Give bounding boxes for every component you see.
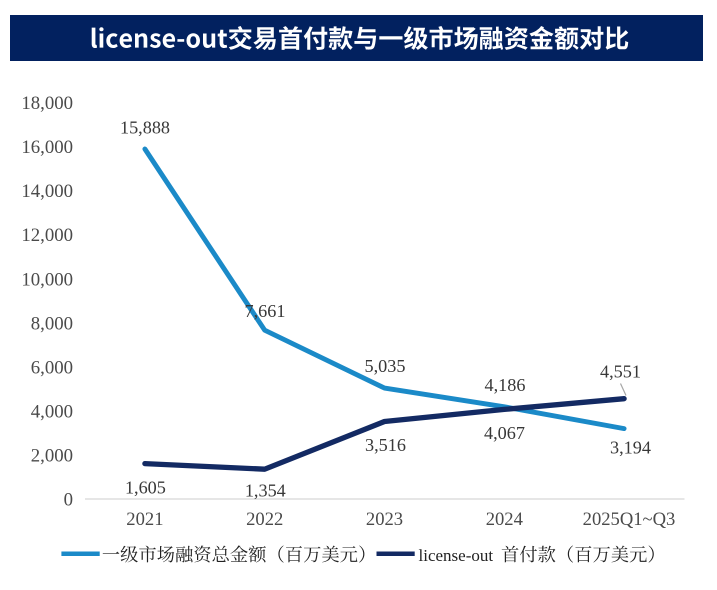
- svg-text:8,000: 8,000: [31, 313, 73, 334]
- svg-text:4,067: 4,067: [484, 423, 525, 443]
- svg-text:2,000: 2,000: [31, 446, 73, 467]
- svg-text:2024: 2024: [486, 509, 523, 530]
- svg-text:5,035: 5,035: [365, 356, 406, 376]
- svg-text:license-out: license-out: [419, 546, 498, 565]
- svg-text:16,000: 16,000: [21, 137, 73, 158]
- svg-text:2022: 2022: [246, 509, 283, 530]
- svg-text:6,000: 6,000: [31, 357, 73, 378]
- svg-text:10,000: 10,000: [21, 269, 73, 290]
- svg-text:1,605: 1,605: [125, 477, 166, 497]
- svg-text:2021: 2021: [126, 509, 163, 530]
- svg-text:12,000: 12,000: [21, 225, 73, 246]
- svg-text:15,888: 15,888: [120, 118, 170, 138]
- svg-text:7,661: 7,661: [245, 301, 286, 321]
- svg-text:14,000: 14,000: [21, 181, 73, 202]
- svg-text:4,186: 4,186: [485, 375, 526, 395]
- svg-text:3,516: 3,516: [365, 435, 406, 455]
- svg-text:0: 0: [64, 490, 73, 511]
- svg-text:2023: 2023: [366, 509, 403, 530]
- svg-text:4,551: 4,551: [600, 362, 641, 382]
- svg-text:18,000: 18,000: [21, 93, 73, 114]
- svg-text:2025Q1~Q3: 2025Q1~Q3: [583, 509, 676, 530]
- svg-text:1,354: 1,354: [245, 480, 286, 500]
- svg-text:4,000: 4,000: [31, 402, 73, 423]
- svg-text:3,194: 3,194: [610, 437, 651, 457]
